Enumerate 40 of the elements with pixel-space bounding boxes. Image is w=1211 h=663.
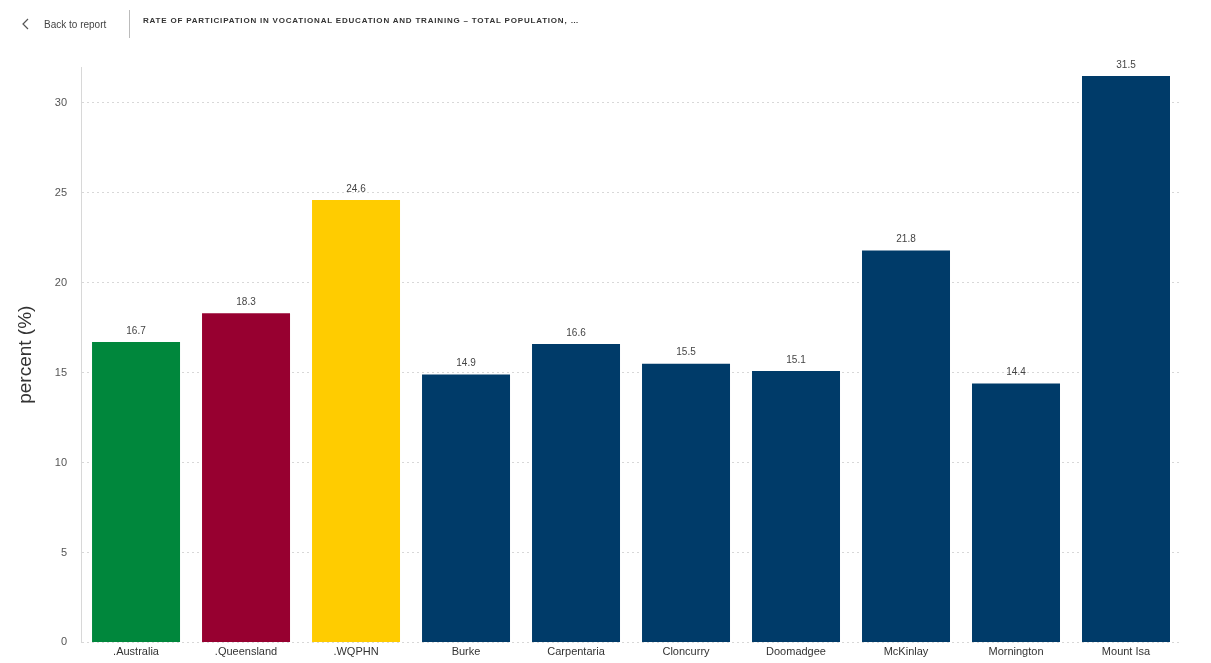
- x-tick-label: Mornington: [988, 645, 1044, 658]
- bar: [312, 200, 401, 642]
- x-tick-label: .Australia: [113, 645, 160, 658]
- x-tick-label: Mount Isa: [1101, 645, 1152, 658]
- y-tick-label: 20: [54, 275, 68, 288]
- x-tick-label: .Queensland: [214, 645, 278, 658]
- x-tick-label: Doomadgee: [766, 645, 826, 658]
- y-axis-title: percent (%): [13, 305, 35, 404]
- chart-title: RATE OF PARTICIPATION IN VOCATIONAL EDUCATION AND TRAINING – TOTAL POPULATION, …: [143, 16, 580, 25]
- y-tick-label: 0: [60, 635, 68, 648]
- y-tick-label: 30: [54, 95, 68, 108]
- data-label: 21.8: [896, 233, 917, 245]
- x-tick-label: Carpentaria: [547, 645, 606, 658]
- x-tick-label: McKinlay: [883, 645, 929, 658]
- y-tick-label: 15: [54, 365, 68, 378]
- bar: [202, 313, 291, 642]
- x-tick-label: Burke: [451, 645, 481, 658]
- data-label: 15.5: [676, 346, 697, 358]
- bar: [422, 374, 511, 642]
- bar: [532, 343, 621, 642]
- bar: [862, 250, 951, 642]
- bar: [1082, 75, 1170, 642]
- y-tick-label: 10: [54, 455, 68, 468]
- text: Back to report: [44, 18, 107, 30]
- y-tick-label: 5: [60, 545, 68, 558]
- bar: [642, 363, 731, 642]
- data-label: 15.1: [786, 353, 807, 365]
- bar: [752, 370, 841, 642]
- data-label: 24.6: [346, 182, 367, 194]
- x-tick-label: .WQPHN: [333, 645, 379, 658]
- data-label: 16.6: [566, 326, 587, 338]
- data-label: 14.9: [456, 357, 477, 369]
- data-label: 31.5: [1116, 58, 1137, 70]
- data-label: 18.3: [236, 296, 257, 308]
- bar: [972, 383, 1060, 642]
- data-label: 16.7: [126, 324, 147, 336]
- bar: [92, 342, 181, 642]
- data-label: 14.4: [1006, 366, 1027, 378]
- y-tick-label: 25: [54, 185, 68, 198]
- x-tick-label: Cloncurry: [662, 645, 711, 658]
